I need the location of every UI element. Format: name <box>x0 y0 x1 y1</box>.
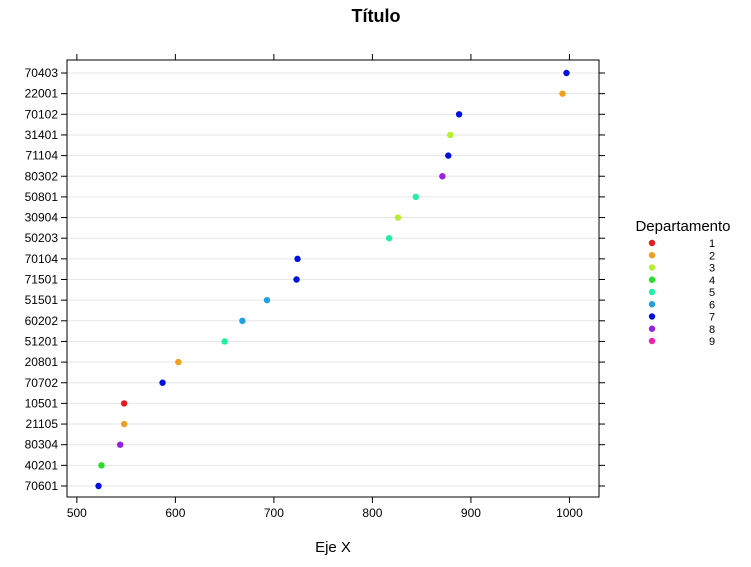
y-tick-label: 70702 <box>25 376 59 390</box>
data-point <box>221 338 228 345</box>
x-axis: 500 600 700 800 900 1000 <box>67 54 583 520</box>
y-tick-label: 40201 <box>25 458 59 472</box>
legend-marker <box>648 301 656 308</box>
y-tick-label: 50203 <box>25 231 59 245</box>
data-point <box>385 235 393 242</box>
y-tick-label: 60202 <box>25 314 59 328</box>
y-tick-label: 51501 <box>25 293 59 307</box>
data-point <box>117 441 124 448</box>
legend-marker <box>648 288 656 296</box>
data-point <box>447 131 454 139</box>
y-tick-label: 80304 <box>25 438 59 452</box>
y-tick-label: 70403 <box>25 66 59 80</box>
x-tick-label: 1000 <box>556 506 583 520</box>
y-tick-label: 71501 <box>25 273 59 287</box>
data-point <box>455 111 463 118</box>
x-tick-label: 700 <box>264 506 284 520</box>
legend-marker <box>648 337 656 345</box>
y-tick-label: 20801 <box>25 355 59 369</box>
y-tick-label: 70104 <box>25 252 59 266</box>
legend-label: 4 <box>709 275 715 287</box>
data-point <box>412 193 419 201</box>
legend-label: 3 <box>709 263 715 275</box>
legend-marker <box>648 252 656 259</box>
x-tick-label: 500 <box>67 506 87 520</box>
x-tick-label: 900 <box>461 506 481 520</box>
data-point <box>439 173 446 180</box>
legend-marker <box>648 239 656 247</box>
data-point <box>239 317 246 324</box>
data-point <box>95 482 102 490</box>
data-point <box>120 420 128 428</box>
legend-label: 5 <box>709 287 715 299</box>
legend-label: 8 <box>709 324 715 336</box>
y-axis: 70403 22001 70102 31401 71104 80302 50801 30904… <box>25 66 605 493</box>
legend-marker <box>648 325 656 332</box>
legend-label: 9 <box>709 336 715 348</box>
y-tick-label: 51201 <box>25 334 59 348</box>
y-tick-label: 71104 <box>26 149 59 163</box>
data-point <box>294 255 301 263</box>
x-tick-label: 600 <box>165 506 185 520</box>
y-tick-label: 31401 <box>25 128 59 142</box>
plot-frame <box>66 59 600 498</box>
data-point <box>559 90 566 97</box>
grid-lines <box>67 72 599 487</box>
y-tick-label: 22001 <box>25 87 59 101</box>
x-tick-label: 800 <box>362 506 382 520</box>
legend-label: 7 <box>709 312 715 324</box>
chart-title: Título <box>352 6 401 26</box>
y-tick-label: 50801 <box>25 190 59 204</box>
data-point <box>293 276 300 283</box>
data-point <box>120 400 128 407</box>
y-tick-label: 10501 <box>25 396 59 410</box>
legend-marker <box>648 276 656 283</box>
y-tick-label: 70102 <box>25 107 59 121</box>
data-point <box>445 152 452 159</box>
legend-label: 1 <box>709 238 715 250</box>
legend-label: 6 <box>709 299 715 311</box>
legend-marker <box>648 313 656 320</box>
data-point <box>563 69 570 77</box>
legend-title: Departamento <box>635 218 730 235</box>
legend-label: 2 <box>709 250 715 262</box>
data-point <box>159 379 166 386</box>
y-tick-label: 80302 <box>25 169 59 183</box>
data-points <box>95 69 570 490</box>
data-point <box>263 296 271 304</box>
x-axis-title: Eje X <box>315 539 351 556</box>
data-point <box>394 214 402 221</box>
y-tick-label: 21105 <box>26 417 59 431</box>
data-point <box>98 462 105 469</box>
y-tick-label: 70601 <box>25 479 59 493</box>
y-tick-label: 30904 <box>25 211 59 225</box>
legend-marker <box>648 264 656 271</box>
data-point <box>175 358 182 366</box>
